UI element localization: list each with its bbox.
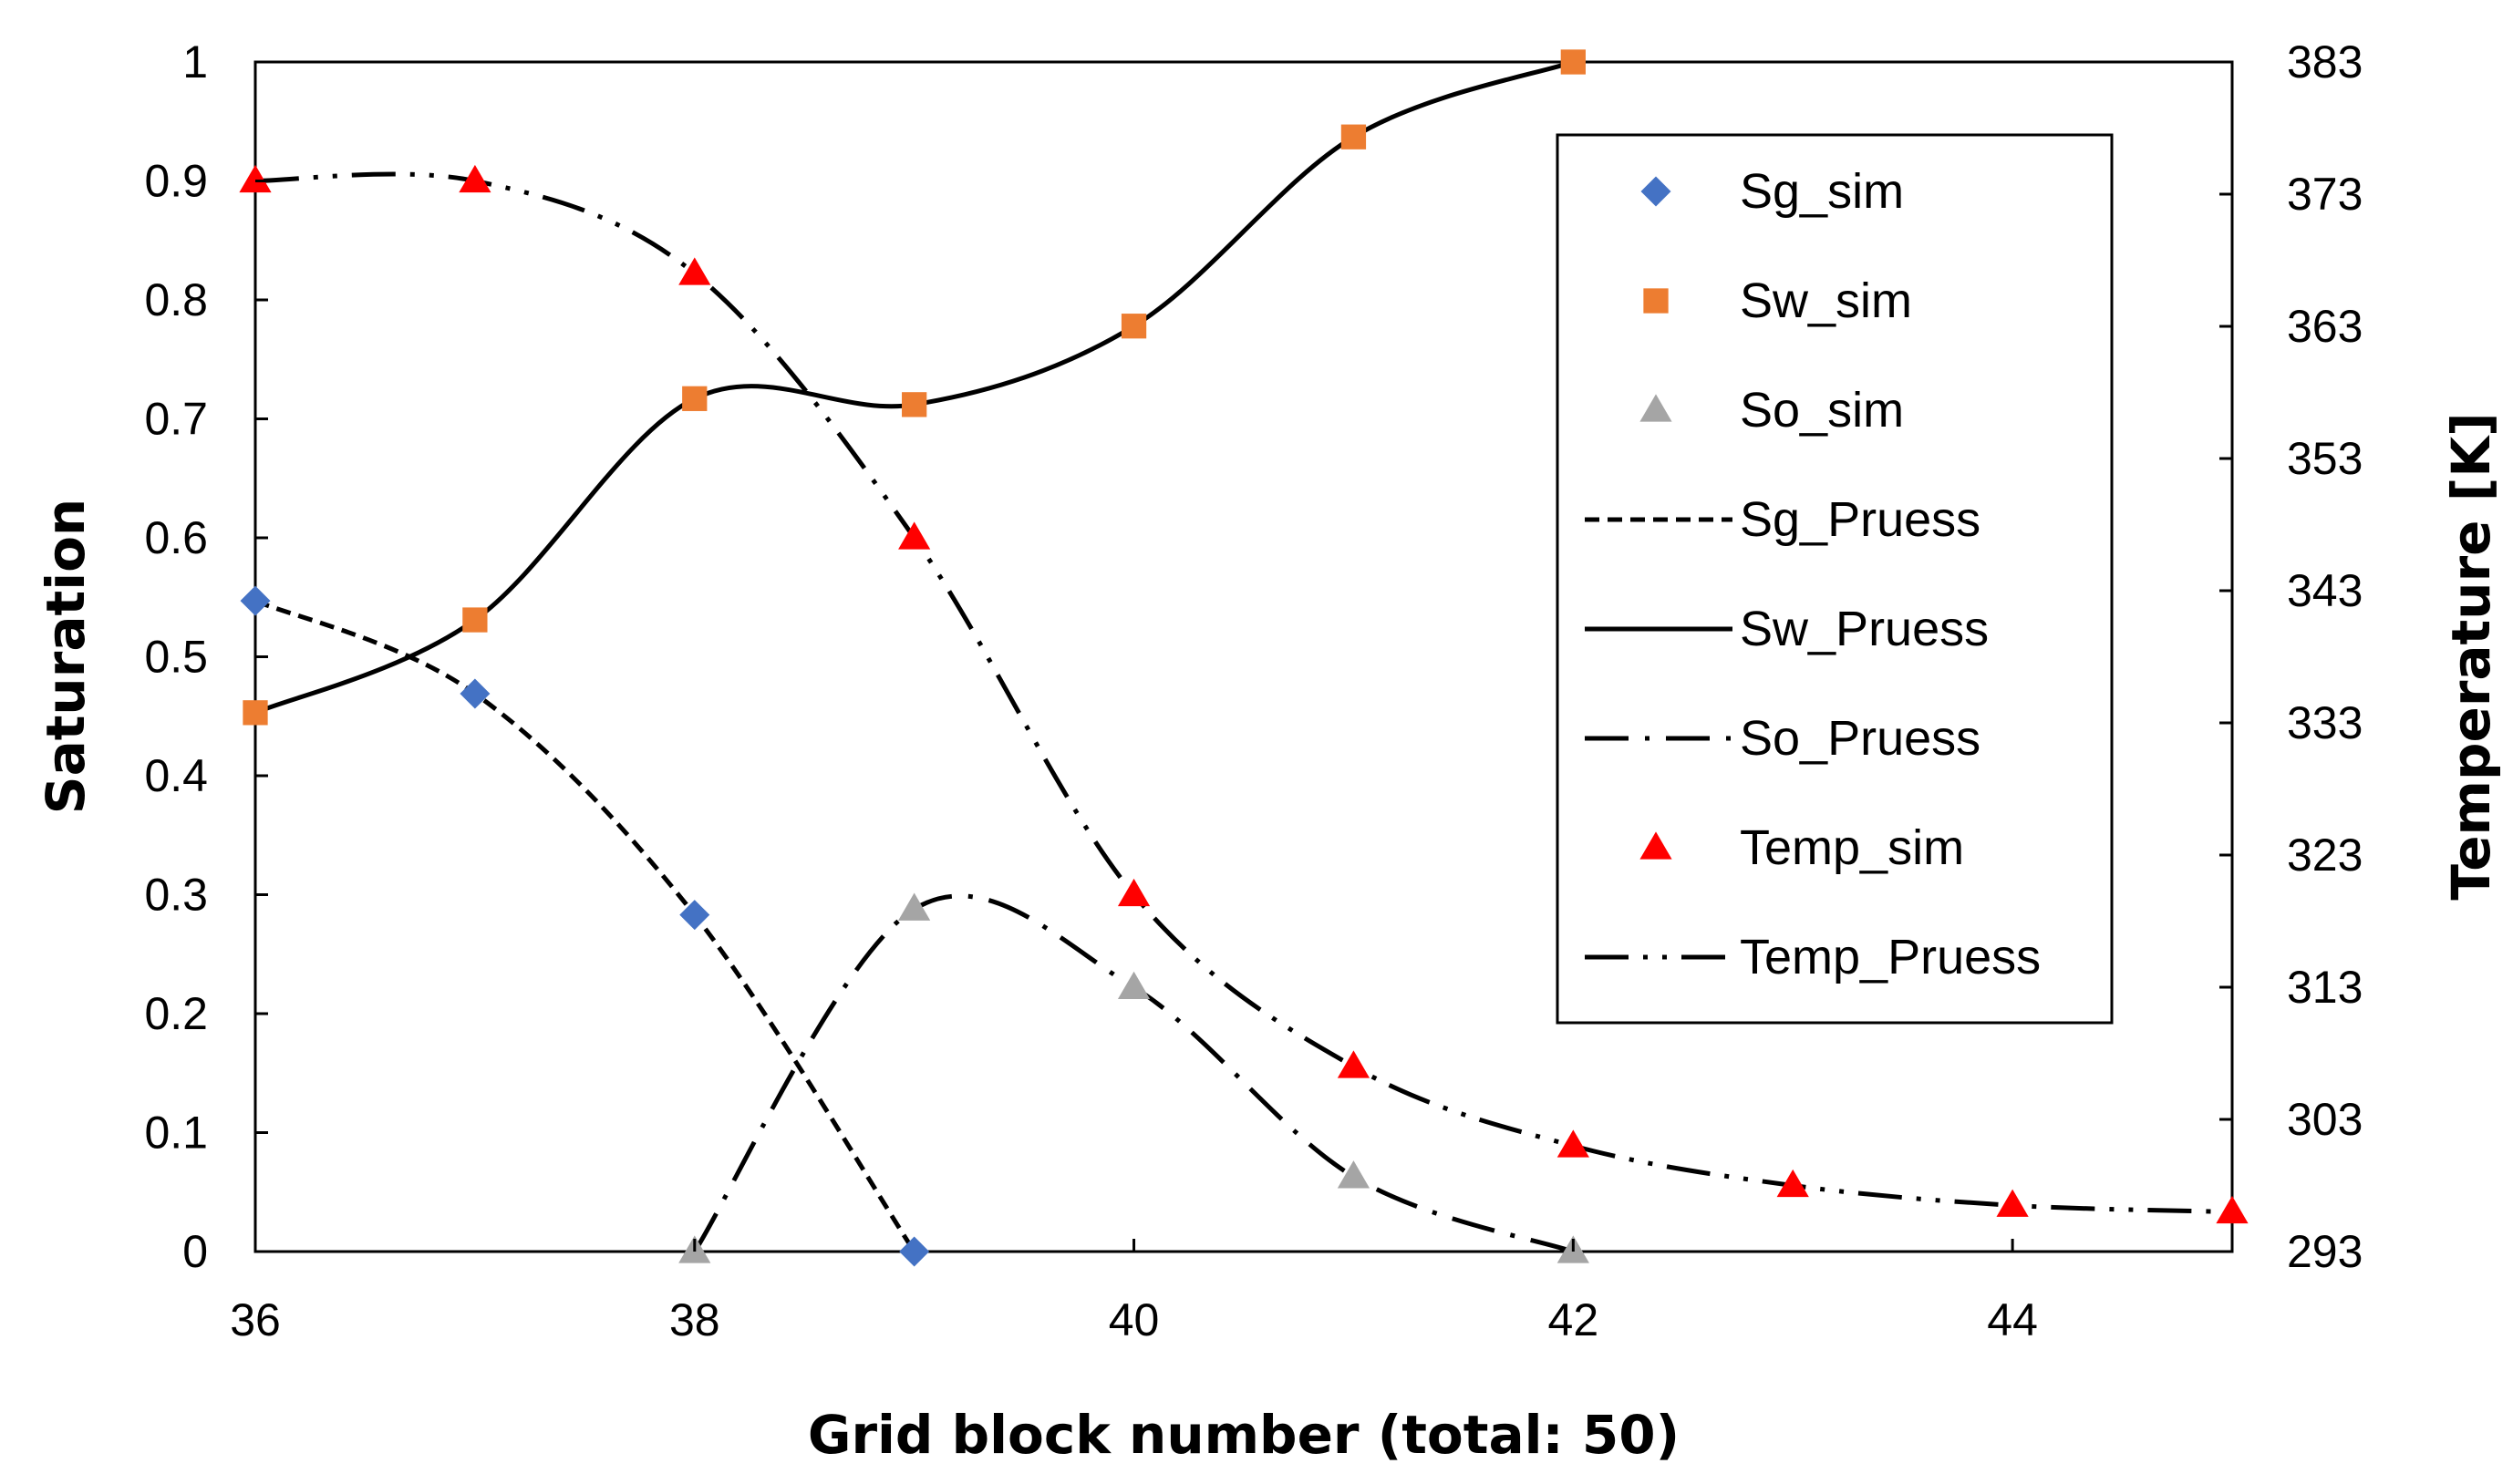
- y-left-tick-label-0-8: 0.8: [144, 274, 208, 325]
- legend-label-so-sim: So_sim: [1740, 383, 1904, 438]
- y-axis-left-title: Saturation: [35, 499, 97, 814]
- y-right-tick-label-293: 293: [2287, 1226, 2363, 1277]
- y-left-tick-label-1: 1: [182, 36, 208, 88]
- point-temp-sim-36: [239, 164, 272, 193]
- legend-box: [1556, 133, 2114, 1025]
- y-right-tick-label-363: 363: [2287, 301, 2363, 352]
- point-temp-sim-42: [1556, 1129, 1589, 1158]
- x-tick-label-36: 36: [230, 1294, 281, 1345]
- point-temp-sim-40: [1117, 878, 1151, 907]
- legend-label-temp-pruess: Temp_Pruess: [1740, 930, 2041, 984]
- point-sw-sim-42: [1560, 49, 1586, 75]
- point-temp-sim-39: [898, 521, 931, 550]
- point-so-sim-40: [1117, 971, 1151, 999]
- point-sg-sim-37: [460, 678, 491, 709]
- legend-label-sw-pruess: Sw_Pruess: [1740, 602, 1989, 656]
- legend-symbol-sw-sim: [1643, 288, 1669, 314]
- point-sw-sim-36: [243, 700, 268, 726]
- legend-symbol-temp-sim: [1639, 831, 1672, 860]
- point-sg-sim-36: [240, 585, 271, 616]
- point-temp-sim-43: [1776, 1169, 1809, 1198]
- y-left-tick-label-0-1: 0.1: [144, 1108, 208, 1159]
- legend-symbol-sg-sim: [1640, 176, 1671, 207]
- point-sg-sim-39: [899, 1236, 930, 1267]
- legend-label-so-pruess: So_Pruess: [1740, 711, 1980, 766]
- y-left-tick-label-0-4: 0.4: [144, 750, 208, 801]
- line-sg-pruess: [254, 598, 916, 1253]
- x-tick-label-38: 38: [669, 1294, 720, 1345]
- point-sw-sim-40: [1121, 314, 1147, 339]
- point-sw-sim-41: [1340, 124, 1367, 149]
- line-so-pruess: [692, 893, 1575, 1254]
- y-right-tick-label-383: 383: [2287, 36, 2363, 88]
- y-right-tick-label-313: 313: [2287, 962, 2363, 1013]
- legend-label-sw-sim: Sw_sim: [1740, 273, 1912, 328]
- y-left-tick-label-0-9: 0.9: [144, 156, 208, 207]
- x-tick-label-44: 44: [1987, 1294, 2038, 1345]
- y-left-tick-label-0-3: 0.3: [144, 870, 208, 921]
- x-axis-title: Grid block number (total: 50): [808, 1404, 1680, 1466]
- point-temp-sim-41: [1337, 1050, 1370, 1078]
- y-right-tick-label-323: 323: [2287, 830, 2363, 881]
- point-temp-sim-37: [459, 164, 491, 193]
- legend-symbol-so-sim: [1639, 394, 1672, 422]
- point-temp-sim-44: [1996, 1189, 2029, 1217]
- point-sw-sim-39: [902, 392, 927, 417]
- point-so-sim-39: [898, 892, 931, 921]
- line-temp-pruess: [254, 171, 2233, 1214]
- y-right-tick-label-343: 343: [2287, 565, 2363, 616]
- y-left-tick-label-0-5: 0.5: [144, 632, 208, 683]
- point-temp-sim-38: [678, 257, 711, 285]
- x-tick-label-42: 42: [1548, 1294, 1599, 1345]
- y-left-tick-label-0-7: 0.7: [144, 394, 208, 445]
- point-temp-sim-45: [2216, 1195, 2249, 1224]
- legend-label-sg-pruess: Sg_Pruess: [1740, 492, 1980, 547]
- y-right-tick-label-353: 353: [2287, 433, 2363, 484]
- point-sg-sim-38: [679, 900, 710, 931]
- x-tick-label-40: 40: [1109, 1294, 1160, 1345]
- y-right-tick-label-333: 333: [2287, 697, 2363, 748]
- y-left-tick-label-0-6: 0.6: [144, 512, 208, 563]
- legend-label-temp-sim: Temp_sim: [1740, 820, 1964, 875]
- point-sw-sim-37: [462, 607, 488, 633]
- y-axis-right-title: Temperature [K]: [2440, 412, 2502, 900]
- legend: Sg_sim Sw_sim So_sim Sg_Pruess Sw_Pruess So_P…: [1556, 133, 2114, 1025]
- y-left-tick-label-0: 0: [182, 1226, 208, 1277]
- point-sw-sim-38: [682, 386, 708, 411]
- legend-label-sg-sim: Sg_sim: [1740, 164, 1904, 219]
- y-right-tick-label-303: 303: [2287, 1094, 2363, 1145]
- y-left-tick-label-0-2: 0.2: [144, 988, 208, 1039]
- point-so-sim-41: [1337, 1160, 1370, 1189]
- axes: 36 38 40 42 44 0 0.1 0.2 0.3 0.4 0.5 0.6 0.7 0.8 0.9 1 2…: [144, 36, 2363, 1345]
- series-markers: [239, 49, 2249, 1267]
- y-right-tick-label-373: 373: [2287, 169, 2363, 220]
